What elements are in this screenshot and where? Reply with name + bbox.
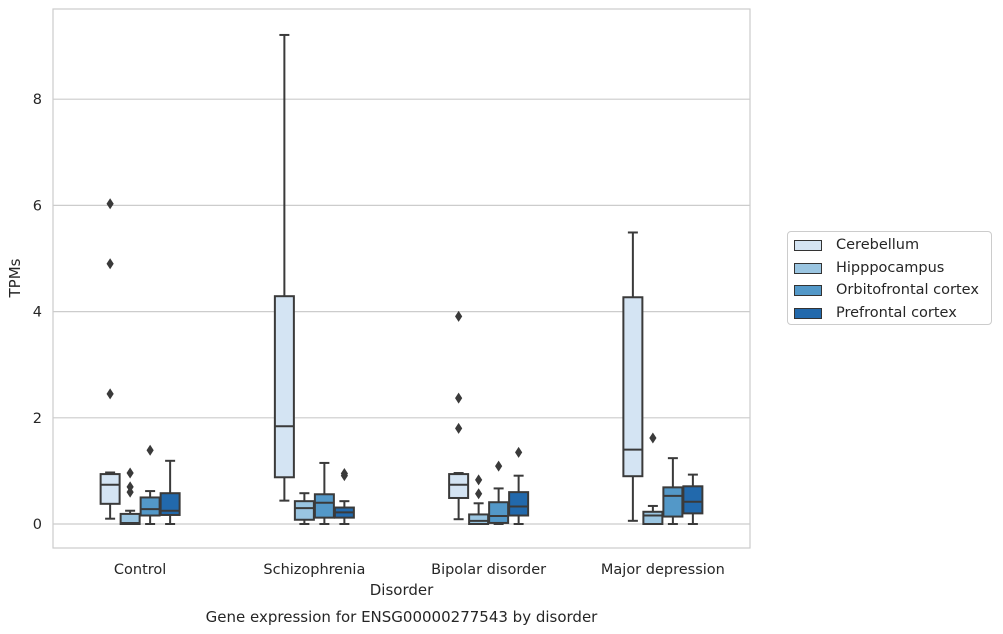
outlier-point [649,432,657,444]
outlier-point [106,388,114,400]
y-tick-label: 6 [33,198,42,214]
box-orbitofrontal-cortex [488,460,510,525]
y-tick-label: 2 [33,411,42,427]
outlier-point [475,488,483,500]
outlier-point [495,460,503,472]
box-body [139,496,161,517]
legend-swatch [794,239,822,251]
y-tick-label: 8 [33,92,42,108]
box-body [682,485,704,515]
x-tick-label: Control [114,562,166,578]
box-body [159,492,181,516]
legend-swatch [794,284,822,296]
x-tick-label: Schizophrenia [263,562,365,578]
box-cerebellum [448,310,470,521]
box-cerebellum [622,231,644,522]
legend-item-cerebellum: Cerebellum [794,235,919,255]
box-hipppocampus [468,474,490,526]
box-body [508,491,530,517]
box-body [622,296,644,478]
y-axis-label: TPMs [6,258,24,298]
legend-swatch [794,307,822,319]
box-cerebellum [99,198,121,520]
outlier-point [340,468,348,480]
box-body [293,500,315,521]
box-body [662,486,684,518]
box-body [273,295,295,479]
box-orbitofrontal-cortex [139,444,161,525]
outlier-point [146,444,154,456]
y-tick-label: 0 [33,517,42,533]
boxes [99,33,704,526]
box-cerebellum [273,33,295,502]
box-prefrontal-cortex [508,446,530,525]
outlier-point [515,446,523,458]
box-orbitofrontal-cortex [662,457,684,525]
box-body [313,493,335,519]
legend-label: Cerebellum [836,237,920,253]
outlier-point [475,474,483,486]
box-body [468,513,490,526]
legend-item-hippocampus: Hipppocampus [794,258,944,278]
legend-item-orbitofrontal-cortex: Orbitofrontal cortex [794,280,979,300]
y-tick-label: 4 [33,305,42,321]
box-prefrontal-cortex [333,468,355,525]
box-body [99,473,121,505]
outlier-point [455,310,463,322]
outlier-point [455,422,463,434]
y-tick-labels: 0 2 4 6 8 [33,92,42,533]
legend-label: Orbitofrontal cortex [836,282,979,298]
legend-item-prefrontal-cortex: Prefrontal cortex [794,303,957,323]
outlier-point [126,467,134,479]
legend-label: Hipppocampus [836,260,945,276]
x-tick-label: Bipolar disorder [431,562,546,578]
legend: Cerebellum Hipppocampus Orbitofrontal co… [787,231,992,325]
box-body [119,512,141,526]
outlier-point [126,481,134,493]
box-orbitofrontal-cortex [313,461,335,525]
x-axis-label: Disorder [370,581,434,599]
box-hipppocampus [642,432,664,525]
x-tick-labels: Control Schizophrenia Bipolar disorder Majo… [114,562,725,578]
legend-label: Prefrontal cortex [836,305,957,321]
x-tick-label: Major depression [601,562,725,578]
box-prefrontal-cortex [159,459,181,525]
chart-title: Gene expression for ENSG00000277543 by d… [206,608,599,626]
outlier-point [106,198,114,210]
outlier-point [106,258,114,270]
box-body [448,473,470,499]
box-body [488,501,510,524]
legend-swatch [794,262,822,274]
box-body [642,510,664,525]
box-hipppocampus [119,467,141,526]
plot-area [52,8,751,549]
box-prefrontal-cortex [682,473,704,525]
outlier-point [455,392,463,404]
